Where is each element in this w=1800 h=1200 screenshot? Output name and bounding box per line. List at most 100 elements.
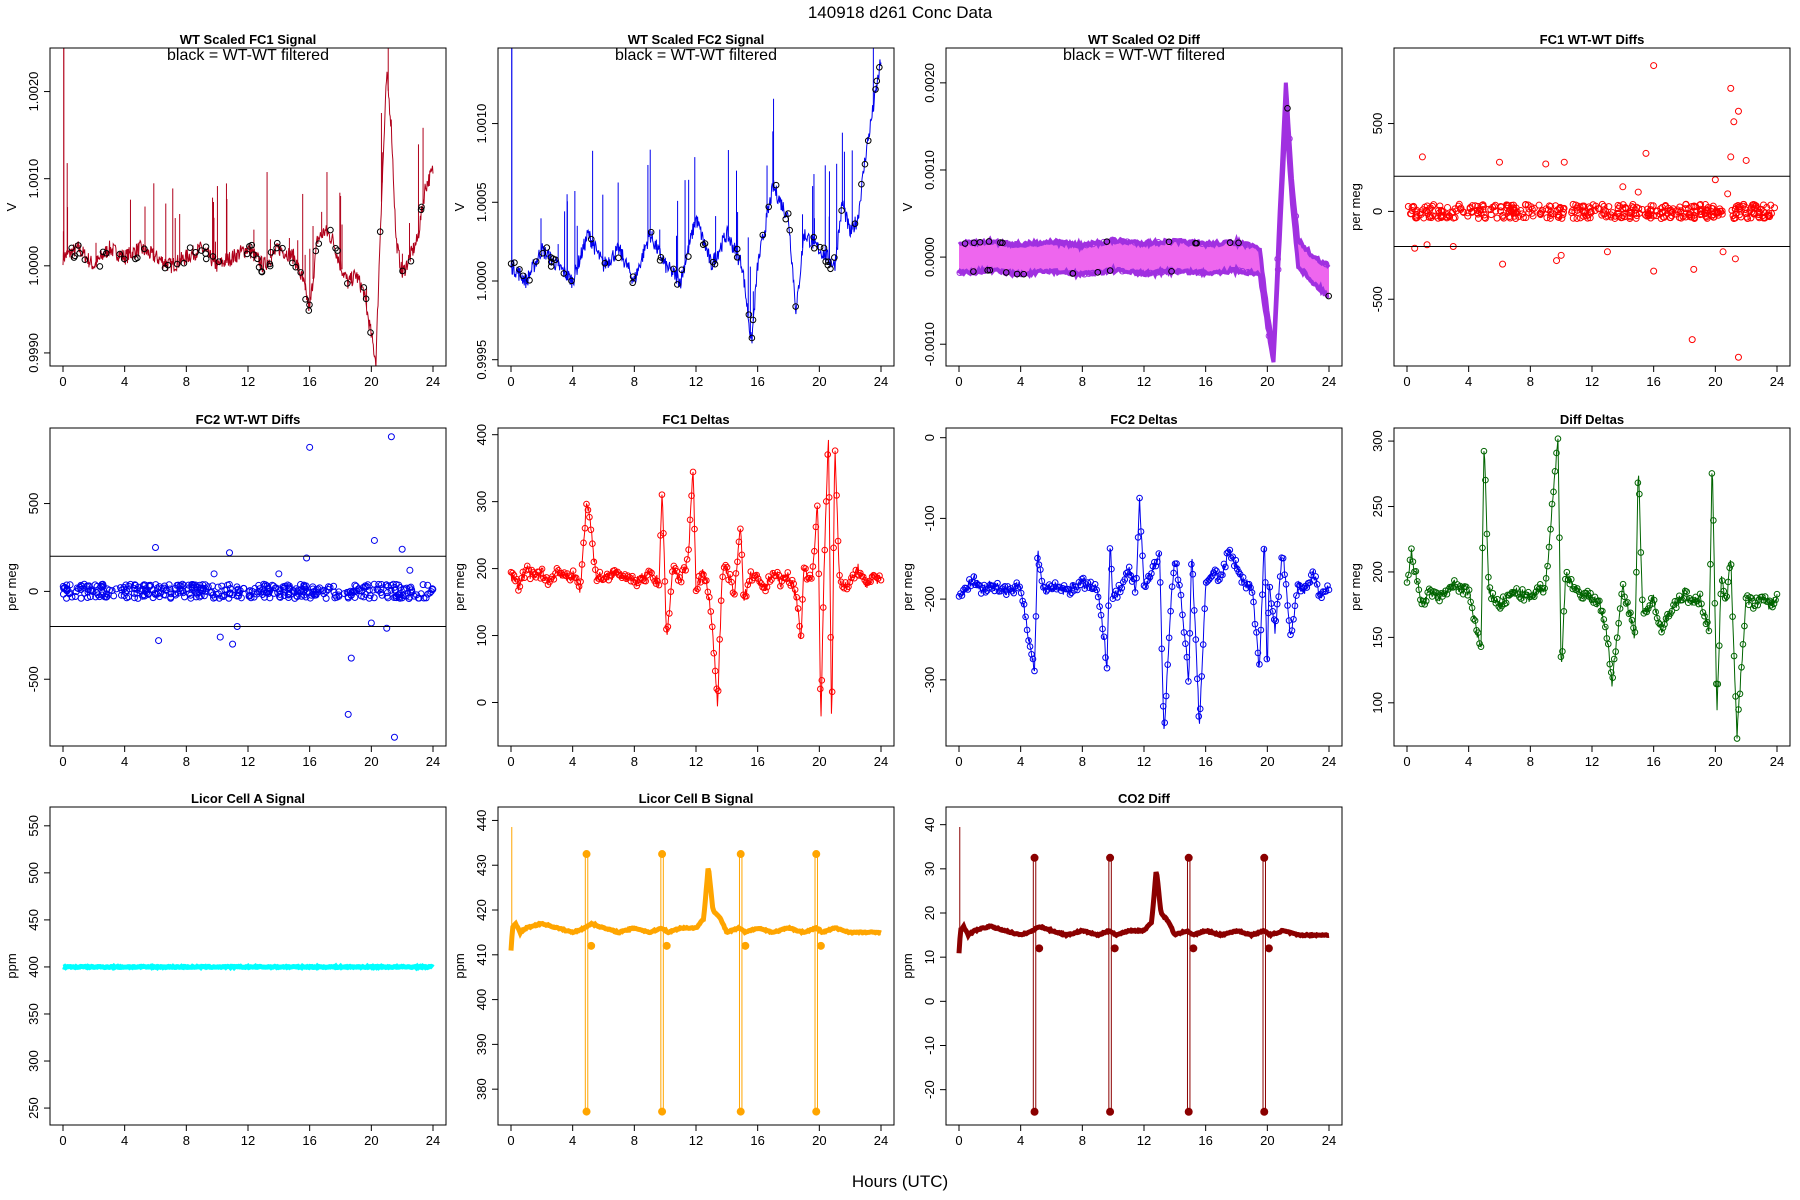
filtered-point [615, 254, 622, 262]
data-point [407, 583, 415, 591]
data-point [1714, 680, 1722, 688]
data-point [1537, 211, 1545, 219]
data-point [1037, 566, 1044, 573]
data-point [1408, 203, 1416, 211]
x-tick-label: 24 [874, 374, 888, 389]
chart-frame [945, 47, 1343, 367]
data-point [1195, 713, 1203, 720]
data-point [1211, 566, 1219, 574]
y-axis-label: per meg [900, 563, 915, 611]
data-point [1548, 500, 1556, 508]
filtered-point [315, 240, 323, 247]
data-point [1544, 562, 1551, 570]
filtered-point [134, 254, 141, 262]
x-tick-label: 20 [1260, 754, 1274, 769]
data-point [1318, 594, 1325, 602]
spike-return-point [816, 941, 825, 950]
data-point [1034, 554, 1041, 562]
data-point [1702, 620, 1710, 628]
data-point [1554, 435, 1562, 443]
x-tick-label: 20 [1260, 1133, 1274, 1148]
x-tick-label: 0 [59, 754, 66, 769]
data-point [1265, 332, 1273, 340]
outlier-point [1411, 244, 1419, 252]
data-point [1266, 583, 1274, 591]
data-point [134, 594, 142, 602]
outlier-point [1727, 84, 1735, 92]
data-point [1499, 213, 1507, 221]
chart-licor-b: Licor Cell B Signal ppm 0 4 8 12 16 20 24 380 390 4… [452, 791, 895, 1148]
data-point [791, 586, 799, 593]
data-point [1123, 238, 1131, 246]
x-tick-label: 0 [955, 374, 962, 389]
data-point [1085, 584, 1093, 591]
outlier-point [387, 433, 395, 441]
data-point [387, 586, 395, 594]
filtered-point [327, 226, 334, 234]
data-point [1449, 208, 1457, 216]
data-point [538, 565, 546, 573]
data-point [738, 551, 746, 559]
data-point [188, 583, 196, 591]
data-point [383, 592, 391, 600]
data-point [225, 589, 233, 597]
data-point [1575, 588, 1582, 595]
data-point [154, 589, 162, 597]
y-tick-label: 410 [474, 944, 489, 966]
data-point [1099, 625, 1106, 633]
data-point [626, 573, 633, 581]
data-point [553, 565, 561, 572]
data-point [1272, 617, 1280, 625]
data-point [184, 585, 192, 593]
data-point [1736, 690, 1744, 698]
data-point [1609, 674, 1617, 681]
data-point [1089, 240, 1097, 248]
data-point [1000, 584, 1007, 591]
data-point [743, 592, 750, 600]
x-tick-label: 16 [1646, 754, 1660, 769]
data-point [1630, 624, 1637, 632]
filtered-point [876, 63, 883, 71]
data-point [1553, 449, 1560, 457]
x-tick-label: 12 [241, 754, 255, 769]
data-point [1117, 588, 1124, 596]
filtered-point [103, 249, 110, 257]
data-point [1309, 568, 1317, 575]
data-point [1016, 583, 1023, 591]
data-point [1412, 214, 1420, 222]
data-point [1436, 202, 1444, 210]
data-point [1720, 587, 1728, 595]
data-point [99, 580, 107, 588]
data-point [1085, 270, 1093, 277]
filtered-point [864, 137, 872, 144]
data-point [428, 585, 436, 593]
data-point [103, 585, 111, 593]
spike-return-point [1189, 944, 1198, 953]
x-tick-label: 12 [1585, 754, 1599, 769]
filtered-point [759, 231, 767, 239]
filtered-point [547, 258, 555, 266]
data-point [1114, 594, 1121, 601]
data-point [596, 568, 604, 576]
data-point [1666, 208, 1674, 216]
filtered-point [976, 238, 984, 246]
spike-return-point [1110, 944, 1119, 953]
data-point [1254, 649, 1262, 657]
data-point [692, 587, 700, 595]
data-point [1708, 470, 1716, 477]
data-point [1705, 627, 1713, 635]
chart-frame [945, 806, 1343, 1126]
data-point [331, 591, 339, 599]
chart-frame [49, 47, 447, 367]
filtered-point [685, 253, 692, 260]
data-point [808, 575, 815, 582]
data-point [1426, 212, 1434, 220]
x-tick-label: 16 [750, 754, 764, 769]
data-point [1020, 601, 1028, 608]
data-point [846, 578, 854, 586]
x-tick-label: 16 [302, 754, 316, 769]
data-point [1220, 560, 1228, 568]
data-point [1606, 660, 1614, 668]
data-point [827, 634, 834, 641]
data-point [772, 572, 780, 580]
